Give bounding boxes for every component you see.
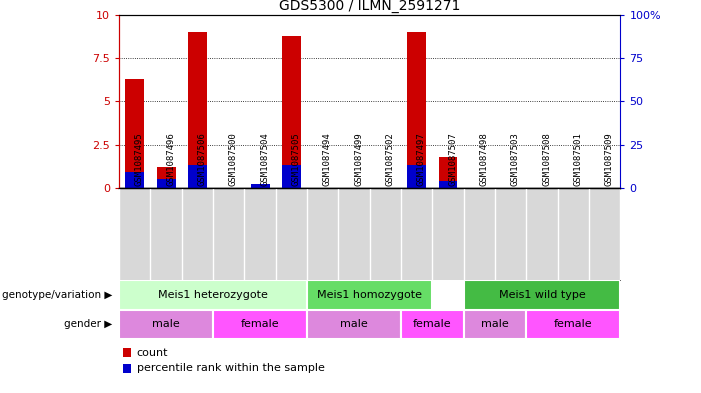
Text: female: female [241,320,280,329]
Bar [464,280,620,310]
Title: GDS5300 / ILMN_2591271: GDS5300 / ILMN_2591271 [279,0,461,13]
Bar [407,165,426,188]
Bar [307,310,401,339]
Text: percentile rank within the sample: percentile rank within the sample [137,363,325,373]
Bar [213,310,307,339]
Text: gender ▶: gender ▶ [64,320,112,329]
Text: female: female [413,320,451,329]
Text: Meis1 heterozygote: Meis1 heterozygote [158,290,268,300]
Bar [125,79,144,188]
Bar [188,165,207,188]
Text: Meis1 wild type: Meis1 wild type [498,290,585,300]
Bar [125,172,144,188]
Bar [439,181,458,188]
Bar [407,32,426,188]
Bar [464,310,526,339]
Bar [119,280,307,310]
Bar [251,184,269,188]
Text: male: male [152,320,180,329]
Bar [157,167,175,188]
Text: genotype/variation ▶: genotype/variation ▶ [2,290,112,300]
Bar [282,165,301,188]
Bar [282,36,301,188]
Text: male: male [340,320,368,329]
Bar [439,157,458,188]
Text: male: male [481,320,509,329]
Text: Meis1 homozygote: Meis1 homozygote [318,290,422,300]
Bar [401,310,464,339]
Bar [526,310,620,339]
Bar [119,310,213,339]
Bar [157,179,175,188]
Text: count: count [137,347,168,358]
Bar [188,32,207,188]
Bar [307,280,433,310]
Text: female: female [554,320,593,329]
